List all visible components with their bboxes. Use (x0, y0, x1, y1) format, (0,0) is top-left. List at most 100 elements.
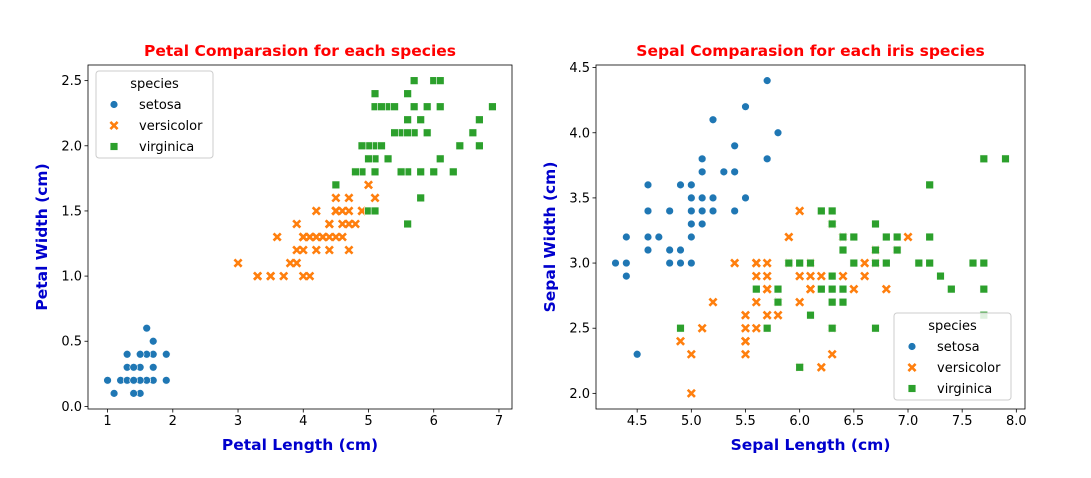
y-tick-label: 0.5 (61, 335, 82, 350)
x-tick-label: 6 (430, 414, 438, 429)
data-point-versicolor (266, 271, 276, 281)
data-point-setosa (103, 376, 112, 385)
data-point-versicolor (318, 232, 328, 242)
data-point-virginica (773, 297, 783, 307)
data-point-setosa (643, 232, 653, 242)
legend-marker-versicolor (109, 120, 119, 131)
data-point-setosa (741, 102, 750, 111)
data-point-setosa (708, 115, 718, 124)
data-point-versicolor (805, 271, 816, 281)
data-point-virginica (827, 206, 837, 216)
data-point-virginica (838, 284, 848, 294)
x-tick-label: 7.5 (952, 414, 973, 429)
data-point-versicolor (881, 284, 891, 294)
data-point-virginica (968, 258, 978, 268)
data-point-virginica (416, 193, 425, 203)
data-point-virginica (849, 232, 859, 242)
chart-title: Sepal Comparasion for each iris species (636, 42, 984, 60)
data-point-virginica (377, 141, 386, 150)
data-point-versicolor (311, 245, 321, 255)
series-virginica (331, 76, 497, 229)
data-point-virginica (882, 232, 891, 242)
series-setosa (611, 76, 783, 359)
series-virginica (676, 154, 1010, 372)
data-point-setosa (687, 206, 696, 216)
data-point-setosa (730, 167, 739, 177)
data-point-setosa (622, 232, 631, 242)
data-point-setosa (708, 206, 718, 216)
data-point-virginica (979, 154, 989, 164)
data-point-setosa (665, 245, 674, 255)
data-point-virginica (364, 154, 373, 164)
data-point-versicolor (730, 258, 740, 268)
data-point-versicolor (324, 245, 334, 255)
data-point-versicolor (816, 271, 826, 281)
legend-title: species (928, 319, 977, 334)
data-point-setosa (654, 232, 664, 242)
data-point-virginica (817, 284, 826, 294)
data-point-virginica (827, 324, 837, 333)
data-point-setosa (687, 219, 696, 229)
data-point-setosa (719, 167, 729, 177)
data-point-setosa (129, 389, 138, 398)
data-point-versicolor (331, 193, 341, 203)
axes-frame (595, 64, 1026, 410)
data-point-virginica (882, 258, 891, 268)
data-point-versicolor (740, 310, 751, 320)
x-tick-label: 7 (495, 414, 503, 429)
data-point-virginica (357, 141, 367, 150)
data-point-setosa (135, 350, 145, 359)
x-axis-label: Sepal Length (cm) (731, 436, 891, 454)
data-point-versicolor (860, 258, 870, 268)
data-point-virginica (871, 258, 880, 268)
data-point-virginica (396, 167, 406, 177)
data-point-versicolor (311, 206, 321, 216)
data-point-setosa (632, 350, 642, 359)
data-point-virginica (784, 258, 794, 268)
x-tick-label: 2 (169, 414, 177, 429)
data-point-versicolor (305, 232, 315, 242)
legend-marker-virginica (109, 142, 119, 151)
data-point-setosa (162, 350, 171, 359)
data-point-setosa (142, 324, 151, 333)
data-point-virginica (409, 102, 419, 111)
data-point-virginica (429, 167, 438, 177)
legend-label-versicolor: versicolor (937, 361, 1001, 376)
x-tick-label: 4 (299, 414, 307, 429)
series-setosa (103, 324, 171, 398)
data-point-versicolor (337, 219, 347, 229)
data-point-versicolor (805, 284, 816, 294)
legend-label-virginica: virginica (937, 382, 992, 397)
data-point-virginica (390, 102, 399, 111)
data-point-virginica (370, 206, 380, 216)
data-point-versicolor (253, 271, 263, 281)
data-point-virginica (455, 141, 465, 150)
x-tick-label: 6.0 (789, 414, 810, 429)
data-point-setosa (676, 258, 685, 268)
data-point-virginica (795, 258, 804, 268)
data-point-virginica (947, 284, 956, 294)
data-point-setosa (697, 206, 707, 216)
data-point-versicolor (697, 323, 707, 333)
data-point-setosa (762, 76, 772, 85)
data-point-versicolor (903, 232, 913, 242)
data-point-versicolor (740, 349, 751, 359)
data-point-virginica (475, 141, 484, 150)
data-point-virginica (383, 154, 393, 164)
data-point-setosa (665, 206, 674, 216)
legend-marker-versicolor (907, 362, 917, 373)
data-point-virginica (979, 284, 989, 294)
data-point-setosa (697, 193, 707, 203)
data-point-virginica (416, 167, 425, 177)
y-tick-label: 2.0 (569, 387, 590, 402)
data-point-setosa (622, 258, 631, 268)
data-point-versicolor (344, 193, 354, 203)
data-point-virginica (370, 89, 380, 98)
data-point-versicolor (686, 388, 696, 398)
y-tick-label: 3.0 (569, 257, 590, 272)
data-point-setosa (687, 258, 696, 268)
data-point-versicolor (762, 284, 772, 294)
data-point-virginica (773, 284, 783, 294)
data-point-setosa (697, 219, 707, 229)
x-tick-label: 8.0 (1006, 414, 1027, 429)
